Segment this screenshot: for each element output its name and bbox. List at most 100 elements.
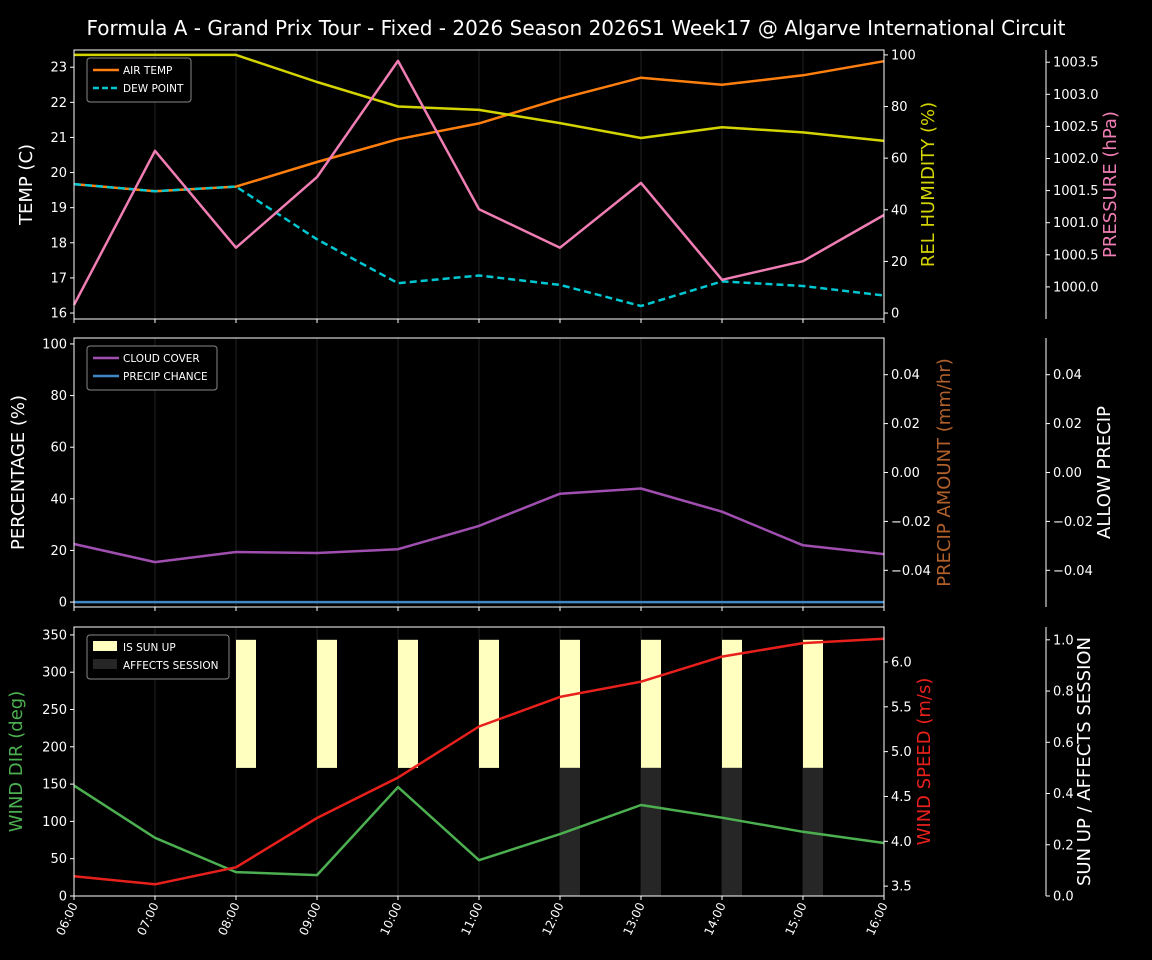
- panel-2: 0 20 40 60 80 100 PERCENTAGE (%) −0.04 −0.02 0.00…: [8, 337, 1115, 611]
- legend-box: [86, 634, 230, 680]
- far-tick-label: 0.2: [1053, 838, 1074, 853]
- right-tick-label: −0.04: [891, 564, 931, 579]
- left-tick-label: 40: [50, 492, 67, 507]
- far-tick-label: 0.6: [1053, 736, 1074, 751]
- legend-swatch: [93, 659, 117, 669]
- chart-title: Formula A - Grand Prix Tour - Fixed - 20…: [87, 16, 1066, 40]
- right-tick-label: 80: [891, 100, 908, 115]
- bar-is-sun-up: [722, 639, 742, 768]
- far-tick-label: 0.4: [1053, 787, 1074, 802]
- far-tick-label: 0.8: [1053, 685, 1074, 700]
- legend: CLOUD COVER PRECIP CHANCE: [86, 345, 218, 391]
- series-line-dew-point: [73, 182, 885, 308]
- right-tick-label: 4.5: [891, 790, 912, 805]
- left-tick-label: 18: [50, 236, 67, 251]
- bar-is-sun-up: [398, 639, 418, 768]
- right-tick-label: 20: [891, 255, 908, 270]
- right-tick-label: 60: [891, 152, 908, 167]
- right-tick-label: 3.5: [891, 880, 912, 895]
- left-tick-label: 22: [50, 96, 67, 111]
- series-line-right-axis: [73, 637, 885, 886]
- far-axis-label: ALLOW PRECIP: [1094, 406, 1115, 539]
- right-tick-label: 4.0: [891, 835, 912, 850]
- series-line-cloud-cover: [73, 487, 885, 564]
- far-tick-label: 1002.5: [1053, 120, 1099, 135]
- series-line-right-axis: [74, 53, 885, 143]
- x-tick-label: 15:00: [782, 900, 809, 937]
- far-tick-label: 1001.5: [1053, 184, 1099, 199]
- series-line-left-axis: [73, 784, 885, 877]
- legend-label: CLOUD COVER: [123, 353, 200, 365]
- left-tick-label: 0: [59, 890, 67, 905]
- left-tick-label: 150: [42, 778, 67, 793]
- x-tick-label: 08:00: [215, 900, 242, 937]
- bar-is-sun-up: [479, 639, 499, 768]
- left-tick-label: 300: [42, 666, 67, 681]
- right-axis-label: PRECIP AMOUNT (mm/hr): [934, 358, 955, 587]
- right-tick-label: 100: [891, 48, 916, 63]
- bar-is-sun-up: [317, 639, 337, 768]
- x-tick-label: 10:00: [377, 900, 404, 937]
- x-tick-label: 06:00: [53, 900, 80, 937]
- right-tick-label: 0.02: [891, 417, 920, 432]
- legend: IS SUN UP AFFECTS SESSION: [86, 634, 230, 680]
- bar-is-sun-up: [236, 639, 256, 768]
- right-tick-label: 0: [891, 307, 899, 322]
- right-tick-label: 40: [891, 203, 908, 218]
- left-tick-label: 20: [50, 544, 67, 559]
- left-tick-label: 250: [42, 703, 67, 718]
- far-axis-label: PRESSURE (hPa): [1100, 111, 1121, 258]
- x-tick-label: 11:00: [458, 900, 485, 937]
- left-tick-label: 23: [50, 61, 67, 76]
- left-axis-label: TEMP (C): [16, 144, 37, 226]
- legend-label: PRECIP CHANCE: [123, 371, 208, 383]
- bar-affects-session: [560, 767, 580, 896]
- left-tick-label: 16: [50, 307, 67, 322]
- left-axis-label: PERCENTAGE (%): [8, 395, 29, 550]
- panel-3: 0 50 100 150 200 250 300 350 WIND DIR (deg) 3.5 4.…: [6, 626, 1095, 905]
- far-tick-label: 0.00: [1053, 466, 1082, 481]
- right-tick-label: 5.0: [891, 745, 912, 760]
- far-tick-label: 1002.0: [1053, 152, 1099, 167]
- x-tick-label: 09:00: [296, 900, 323, 937]
- right-tick-label: 5.5: [891, 700, 912, 715]
- left-tick-label: 100: [42, 815, 67, 830]
- x-tick-label: 16:00: [863, 900, 890, 937]
- panel-1: 16 17 18 19 20 21 22 23 TEMP (C) 0 20 40 60 80 100 REL …: [16, 48, 1121, 323]
- far-tick-label: 0.02: [1053, 417, 1082, 432]
- series-line-far-axis: [72, 59, 885, 306]
- far-tick-label: −0.04: [1053, 564, 1093, 579]
- legend-label: AFFECTS SESSION: [123, 660, 219, 672]
- left-tick-label: 350: [42, 628, 67, 643]
- left-tick-label: 80: [50, 389, 67, 404]
- legend-box: [86, 345, 218, 391]
- far-tick-label: 0.04: [1053, 368, 1082, 383]
- right-axis-label: REL HUMIDITY (%): [918, 102, 939, 267]
- far-tick-label: 1000.0: [1053, 280, 1099, 295]
- bar-is-sun-up: [560, 639, 580, 768]
- right-tick-label: 6.0: [891, 655, 912, 670]
- left-axis-label: WIND DIR (deg): [6, 691, 27, 833]
- bar-affects-session: [641, 767, 661, 896]
- legend-label: DEW POINT: [123, 83, 184, 95]
- left-tick-label: 0: [59, 596, 67, 611]
- far-tick-label: 0.0: [1053, 890, 1074, 905]
- left-tick-label: 17: [50, 271, 67, 286]
- far-tick-label: 1000.5: [1053, 248, 1099, 263]
- left-tick-label: 60: [50, 441, 67, 456]
- left-tick-label: 19: [50, 201, 67, 216]
- left-tick-label: 50: [50, 852, 67, 867]
- x-tick-label: 14:00: [701, 900, 728, 937]
- x-tick-label: 13:00: [620, 900, 647, 937]
- x-tick-label: 12:00: [539, 900, 566, 937]
- bar-affects-session: [722, 767, 742, 896]
- far-axis-label: SUN UP / AFFECTS SESSION: [1074, 637, 1095, 886]
- bar-is-sun-up: [641, 639, 661, 768]
- far-tick-label: 1001.0: [1053, 216, 1099, 231]
- far-tick-label: 1003.5: [1053, 56, 1099, 71]
- x-tick-label: 07:00: [134, 900, 161, 937]
- left-tick-label: 200: [42, 740, 67, 755]
- right-tick-label: −0.02: [891, 515, 931, 530]
- legend: AIR TEMP DEW POINT: [86, 57, 192, 103]
